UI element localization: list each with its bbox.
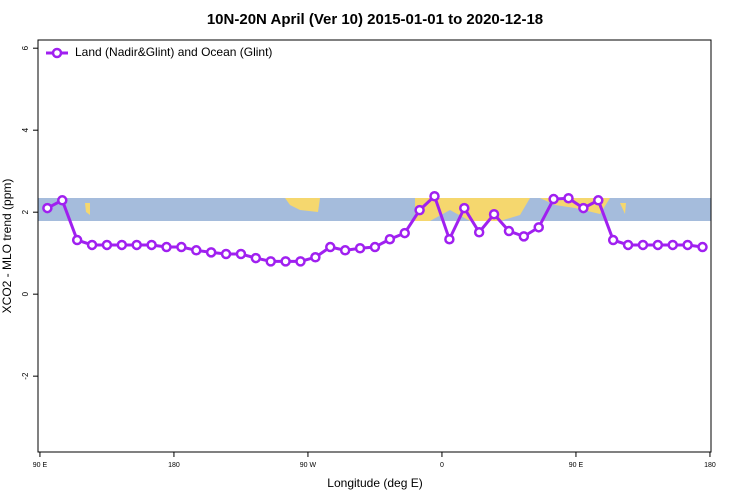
data-point: [652, 239, 664, 251]
data-point: [369, 241, 381, 253]
data-point: [548, 193, 559, 205]
data-point: [503, 225, 515, 237]
x-tick-label: 180: [704, 462, 716, 469]
data-point: [622, 239, 634, 251]
data-point: [116, 239, 128, 251]
data-point: [161, 241, 172, 253]
data-point: [637, 239, 649, 251]
data-point: [265, 256, 276, 267]
data-point: [667, 239, 678, 251]
chart-title: 10N-20N April (Ver 10) 2015-01-01 to 202…: [207, 11, 543, 28]
plot-frame: [37, 39, 712, 453]
data-point: [578, 202, 589, 214]
legend-label: Land (Nadir&Glint) and Ocean (Glint): [75, 45, 272, 59]
x-tick-label: 90 W: [300, 462, 317, 469]
map-band: [38, 198, 711, 221]
data-point: [57, 195, 68, 206]
data-point: [310, 252, 321, 263]
data-point: [191, 245, 202, 256]
data-point: [205, 247, 217, 258]
y-tick-label: 4: [21, 127, 30, 132]
data-point: [533, 222, 544, 233]
data-point: [86, 239, 98, 251]
data-point: [488, 208, 500, 220]
data-point: [295, 256, 306, 267]
y-tick-label: 6: [21, 45, 30, 50]
data-point: [429, 190, 440, 202]
data-point: [220, 248, 232, 260]
data-point: [563, 192, 574, 204]
data-point: [682, 239, 693, 251]
y-tick-label: -2: [21, 372, 30, 380]
data-point: [280, 256, 291, 267]
data-point: [593, 195, 604, 206]
data-point: [339, 245, 351, 256]
data-point: [235, 248, 247, 260]
y-tick-label: 0: [21, 291, 30, 296]
x-tick-label: 180: [168, 462, 180, 469]
data-point: [607, 234, 619, 246]
data-point: [101, 239, 113, 251]
y-axis-label: XCO2 - MLO trend (ppm): [0, 179, 14, 314]
data-point: [146, 239, 157, 251]
data-point: [399, 227, 410, 239]
legend-marker: [51, 47, 63, 59]
x-tick-label: 90 E: [33, 462, 48, 469]
data-point: [384, 233, 396, 245]
data-point: [697, 241, 708, 253]
data-point: [325, 241, 336, 253]
data-point: [42, 202, 53, 214]
data-point: [131, 239, 142, 251]
x-axis-label: Longitude (deg E): [327, 476, 422, 490]
data-point: [444, 233, 455, 245]
data-point: [518, 231, 530, 242]
data-point: [71, 234, 83, 246]
data-point: [176, 241, 187, 253]
data-point: [250, 252, 262, 264]
data-point: [354, 243, 366, 254]
y-tick-label: 2: [21, 209, 30, 214]
data-point: [473, 227, 485, 238]
x-tick-label: 90 E: [569, 462, 584, 469]
x-tick-label: 0: [440, 462, 444, 469]
data-point: [414, 204, 425, 216]
data-point: [459, 202, 470, 214]
